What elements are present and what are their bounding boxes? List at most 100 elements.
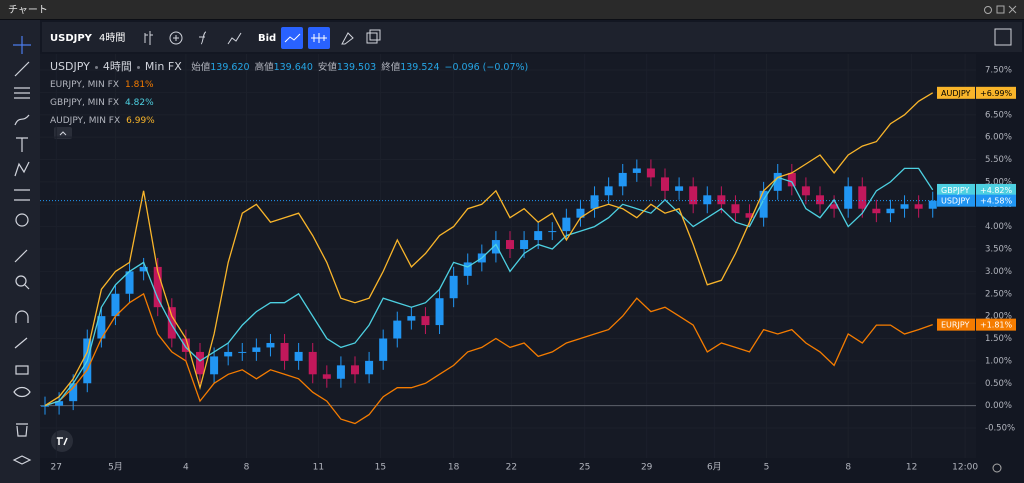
chart-type-icon[interactable] xyxy=(144,31,153,45)
legend: USDJPY 4時間 Min FX 始値139.620 高値139.640 安値139.… xyxy=(50,58,533,130)
fullscreen-icon[interactable] xyxy=(994,28,1012,46)
candle-body xyxy=(280,342,289,361)
compare-icon[interactable] xyxy=(169,31,183,45)
line-tool[interactable] xyxy=(14,61,30,77)
x-tick-label: 25 xyxy=(579,463,590,473)
price-tag-name: USDJPY xyxy=(941,197,970,206)
text-tool[interactable] xyxy=(16,137,28,152)
x-tick-label: 29 xyxy=(641,463,653,473)
x-tick-label: 12:00 xyxy=(952,463,978,473)
ohlc-label: 終値 xyxy=(381,62,401,73)
price-tag-value xyxy=(976,194,1016,207)
y-tick-label: 3.00% xyxy=(985,267,1012,277)
strategy-icon[interactable] xyxy=(227,32,242,45)
price-type-button[interactable]: Bid xyxy=(258,33,276,44)
candle-body xyxy=(787,172,796,187)
candle-body xyxy=(379,338,388,361)
legend-value: 6.99% xyxy=(126,116,155,126)
lock-draw-tool[interactable] xyxy=(14,337,28,349)
logo-mark xyxy=(56,437,68,446)
symbol-button[interactable]: USDJPY xyxy=(50,33,93,44)
candle-body xyxy=(41,405,49,407)
projection-tool[interactable] xyxy=(14,189,30,201)
main-legend: USDJPY 4時間 Min FX 始値139.620 高値139.640 安値139.… xyxy=(50,58,533,76)
sep xyxy=(136,65,140,69)
y-tick-label: 1.50% xyxy=(985,334,1012,344)
ohlc: 始値139.620 高値139.640 安値139.503 終値139.524 xyxy=(191,62,444,73)
delete-tool[interactable] xyxy=(16,423,28,437)
series-legend: EURJPY, MIN FX 1.81% GBPJPY, MIN FX 4.82% AU… xyxy=(50,76,533,130)
candle-body xyxy=(351,365,359,375)
xabcd-tool[interactable] xyxy=(14,161,30,177)
candle-body xyxy=(661,177,669,191)
fib-tool[interactable] xyxy=(14,87,30,99)
percent-mode-icon xyxy=(284,33,301,43)
candle-body xyxy=(830,204,839,209)
collapse-legend[interactable] xyxy=(54,127,72,139)
settings-icon[interactable] xyxy=(984,6,992,14)
series-line xyxy=(44,167,934,407)
close-icon[interactable] xyxy=(1008,5,1017,14)
interval-button[interactable]: 4時間 xyxy=(99,32,125,44)
legend-name: AUDJPY, MIN FX xyxy=(50,116,121,126)
maximize-icon[interactable] xyxy=(996,5,1005,14)
scale-settings[interactable] xyxy=(992,463,1002,473)
lock-tool[interactable] xyxy=(15,365,29,375)
candle-body xyxy=(421,316,430,326)
ruler-tool[interactable] xyxy=(14,249,28,263)
legend-source: Min FX xyxy=(144,60,182,73)
zoom-tool[interactable] xyxy=(15,275,27,287)
y-tick-label: 6.00% xyxy=(985,133,1012,143)
pattern-tool[interactable] xyxy=(14,114,30,126)
price-tag xyxy=(937,318,975,331)
candle-body xyxy=(534,231,543,241)
legend-row: GBPJPY, MIN FX 4.82% xyxy=(50,94,533,112)
candle-body xyxy=(463,262,472,276)
price-tag-name: EURJPY xyxy=(941,321,969,330)
candle-body xyxy=(449,275,458,299)
sep xyxy=(94,65,98,69)
legend-name: GBPJPY, MIN FX xyxy=(50,98,120,108)
price-tag-name: AUDJPY xyxy=(941,89,970,98)
y-tick-label: 5.00% xyxy=(985,177,1012,187)
candle-body xyxy=(928,200,937,209)
x-tick-label: 5月 xyxy=(108,462,123,473)
candle-body xyxy=(900,204,909,209)
y-tick-label: 2.00% xyxy=(985,312,1012,322)
price-tag xyxy=(937,194,975,207)
ohlc-label: 始値 xyxy=(191,62,211,73)
y-tick-label: -0.50% xyxy=(985,424,1015,434)
legend-row: AUDJPY, MIN FX 6.99% xyxy=(50,112,533,130)
layout-icon[interactable] xyxy=(366,32,378,44)
candle-body xyxy=(759,190,768,218)
x-tick-label: 15 xyxy=(375,463,386,473)
candle-body xyxy=(844,186,853,209)
legend-value: 4.82% xyxy=(125,98,154,108)
magnet-tool[interactable] xyxy=(15,310,29,323)
candle-body xyxy=(210,356,219,375)
price-tag-value xyxy=(976,183,1016,196)
candle-body xyxy=(717,195,726,205)
visibility-tool[interactable] xyxy=(13,386,31,398)
price-tag xyxy=(937,86,975,99)
price-tag-name: GBPJPY xyxy=(941,186,970,195)
candle-body xyxy=(618,172,627,187)
emoji-tool[interactable] xyxy=(15,213,29,227)
zoom-handle xyxy=(24,284,30,290)
brush-icon[interactable] xyxy=(341,32,354,45)
candle-body xyxy=(393,320,402,339)
candle-body xyxy=(365,360,374,375)
price-tag-value xyxy=(976,318,1016,331)
candle-body xyxy=(562,217,571,232)
left-toolbar xyxy=(0,20,40,483)
y-tick-label: 0.00% xyxy=(985,401,1012,411)
indicator-icon[interactable] xyxy=(199,31,207,45)
candle-body xyxy=(181,338,190,352)
layers-tool[interactable] xyxy=(12,455,32,465)
candle-body xyxy=(604,186,613,196)
cursor-tool[interactable] xyxy=(13,36,31,54)
candle-body xyxy=(858,186,867,209)
candle-body xyxy=(125,271,134,294)
candle-body xyxy=(745,213,754,218)
legend-name: EURJPY, MIN FX xyxy=(50,80,119,90)
